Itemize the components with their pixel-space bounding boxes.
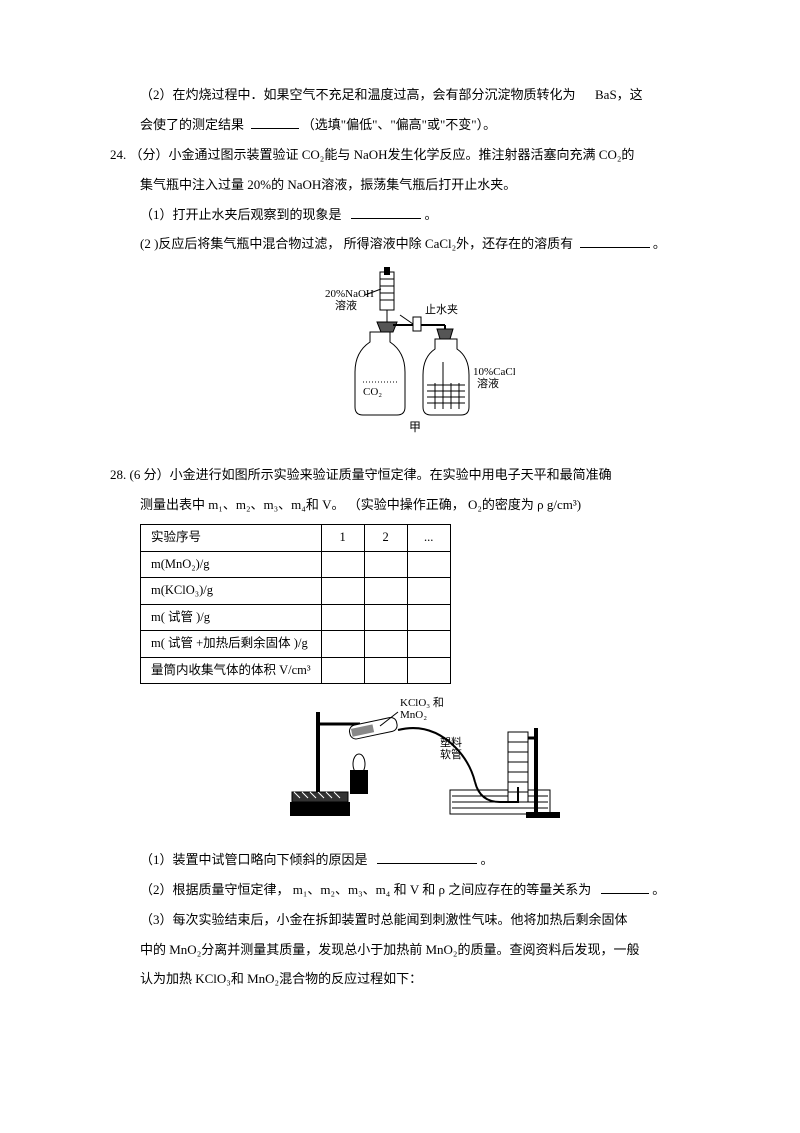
q23-part2: （2）在灼烧过程中．如果空气不充足和温度过高，会有部分沉淀物质转化为 BaS，这…	[110, 80, 690, 140]
svg-text:软管: 软管	[440, 747, 462, 761]
q28-blank2	[601, 881, 649, 894]
q23-line1-pre: （2）在灼烧过程中．如果空气不充足和温度过高，会有部分沉淀物质转化为	[140, 87, 576, 102]
svg-text:MnO₂: MnO₂	[400, 709, 427, 721]
table-col3: ...	[407, 525, 450, 552]
svg-text:KClO₃ 和: KClO₃ 和	[400, 696, 444, 709]
q24-blank2	[580, 236, 650, 249]
q24-p1-end: 。	[425, 207, 438, 222]
q28-p1: （1）装置中试管口略向下倾斜的原因是	[140, 852, 368, 867]
q28-p2-end: 。	[652, 882, 665, 897]
q23-blank	[251, 116, 299, 129]
q28: 28. (6 分）小金进行如图所示实验来验证质量守恒定律。在实验中用电子天平和最…	[110, 460, 690, 994]
q24-p1: （1）打开止水夹后观察到的现象是	[140, 207, 342, 222]
svg-text:塑料: 塑料	[440, 735, 462, 749]
q23-line2-pre: 会使了的测定结果	[140, 117, 244, 132]
q28-p5: 认为加热 KClO₃和 MnO₂混合物的反应过程如下：	[110, 964, 690, 994]
table-col1: 1	[321, 525, 364, 552]
table-row-label: m(KClO₃)/g	[141, 578, 322, 605]
q28-figure: KClO₃ 和 MnO₂ 塑料 软管 H₂O	[110, 692, 690, 833]
q28-p1-end: 。	[481, 852, 494, 867]
svg-text:溶液: 溶液	[335, 298, 357, 312]
q24-figure: 20%NaOH 溶液 止水夹 CO₂ 10%CaCl₂ 溶液 甲	[110, 267, 690, 448]
q28-p3: （3）每次实验结束后，小金在拆卸装置时总能闻到刺激性气味。他将加热后剩余固体	[110, 905, 690, 935]
q24: 24. （分）小金通过图示装置验证 CO₂能与 NaOH发生化学反应。推注射器活…	[110, 140, 690, 448]
table-row-label: m(MnO₂)/g	[141, 551, 322, 578]
table-row-label: 实验序号	[141, 525, 322, 552]
q28-table: 实验序号 1 2 ... m(MnO₂)/g m(KClO₃)/g m( 试管 …	[140, 524, 451, 684]
svg-text:止水夹: 止水夹	[425, 303, 458, 316]
svg-text:CO₂: CO₂	[363, 386, 382, 398]
q23-line1-post: BaS，这	[595, 87, 643, 102]
table-col2: 2	[364, 525, 407, 552]
svg-text:溶液: 溶液	[477, 376, 499, 390]
q24-number: 24.	[110, 140, 126, 170]
q24-blank1	[351, 206, 421, 219]
q28-blank1	[377, 851, 477, 864]
table-row-label: m( 试管 )/g	[141, 604, 322, 631]
table-row-label: 量筒内收集气体的体积 V/cm³	[141, 657, 322, 684]
q28-p4: 中的 MnO₂分离并测量其质量，发现总小于加热前 MnO₂的质量。查阅资料后发现…	[110, 935, 690, 965]
q28-number: 28.	[110, 460, 126, 490]
q24-stem1: （分）小金通过图示装置验证 CO₂能与 NaOH发生化学反应。推注射器活塞向充满…	[130, 147, 635, 162]
q24-p2-end: 。	[653, 236, 666, 251]
q28-stem2: 测量出表中 m₁、m₂、m₃、m₄和 V。 （实验中操作正确， O₂的密度为 ρ…	[110, 490, 690, 520]
q28-stem1: (6 分）小金进行如图所示实验来验证质量守恒定律。在实验中用电子天平和最简准确	[130, 467, 612, 482]
svg-text:甲: 甲	[409, 420, 421, 434]
q24-stem2: 集气瓶中注入过量 20%的 NaOH溶液，振荡集气瓶后打开止水夹。	[110, 170, 690, 200]
q23-line2-post: （选填"偏低"、"偏高"或"不变"）。	[302, 117, 496, 132]
table-row-label: m( 试管 +加热后剩余固体 )/g	[141, 631, 322, 658]
svg-text:10%CaCl₂: 10%CaCl₂	[473, 366, 515, 378]
q24-p2: (2 )反应后将集气瓶中混合物过滤， 所得溶液中除 CaCl₂外，还存在的溶质有	[140, 236, 573, 251]
q28-p2: （2）根据质量守恒定律， m₁、m₂、m₃、m₄ 和 V 和 ρ 之间应存在的等…	[140, 882, 591, 897]
